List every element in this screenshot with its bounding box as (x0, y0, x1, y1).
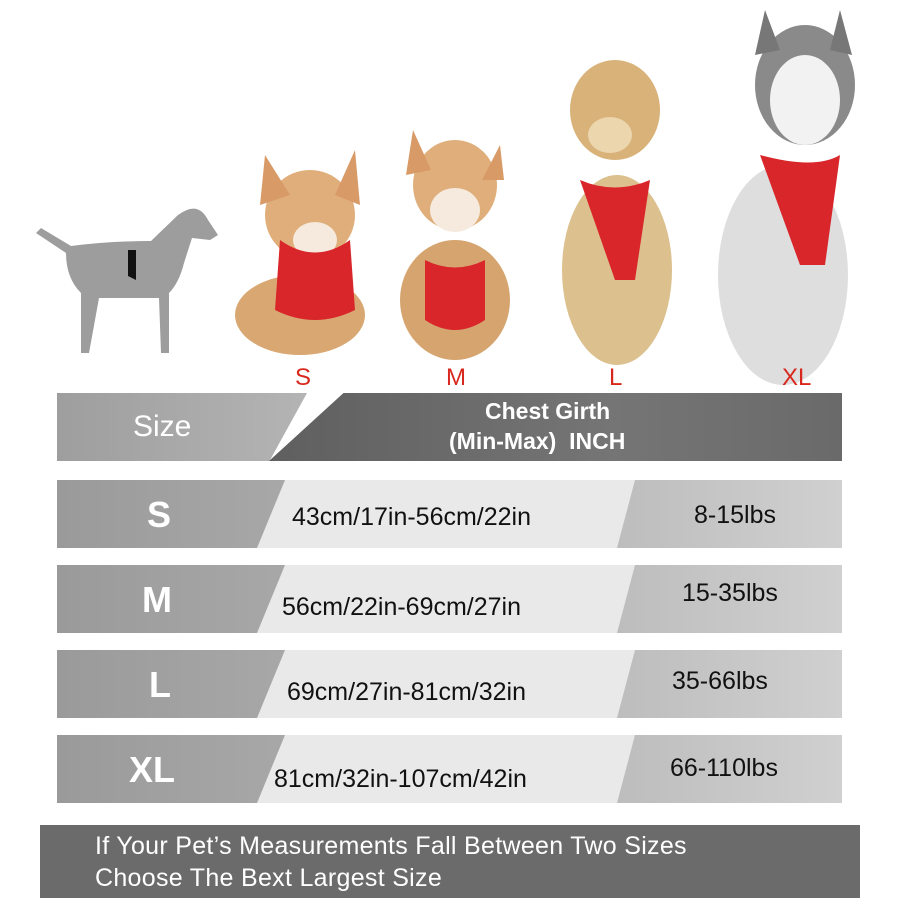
dog-size-label-xl: XL (782, 364, 812, 391)
sizing-note: If Your Pet’s Measurements Fall Between … (40, 825, 860, 898)
table-row: XL 81cm/32in-107cm/42in 66-110lbs (57, 735, 842, 803)
header-size: Size (133, 410, 192, 443)
table-row: L 69cm/27in-81cm/32in 35-66lbs (57, 650, 842, 718)
row-weight: 8-15lbs (694, 501, 776, 529)
table-row: S 43cm/17in-56cm/22in 8-15lbs (57, 480, 842, 548)
dog-xl-photo (718, 10, 855, 385)
dog-size-label-l: L (609, 364, 623, 391)
row-size: L (149, 664, 171, 705)
dog-size-label-s: S (295, 364, 312, 391)
dog-s-photo (235, 150, 365, 355)
sizing-note-line2: Choose The Bext Largest Size (95, 864, 443, 892)
table-header: Size Chest Girth (Min-Max) INCH (57, 393, 842, 461)
sizing-note-line1: If Your Pet’s Measurements Fall Between … (95, 832, 687, 860)
row-size: M (142, 579, 172, 620)
table-row: M 56cm/22in-69cm/27in 15-35lbs (57, 565, 842, 633)
row-weight: 15-35lbs (682, 579, 778, 607)
dog-silhouette-measure-icon (36, 208, 218, 353)
row-size: XL (129, 749, 176, 790)
row-weight: 66-110lbs (670, 754, 778, 782)
dog-size-label-m: M (446, 364, 466, 391)
row-chest: 81cm/32in-107cm/42in (274, 765, 527, 793)
row-chest: 56cm/22in-69cm/27in (282, 593, 522, 621)
row-size: S (147, 494, 172, 535)
row-weight: 35-66lbs (672, 667, 768, 695)
dog-m-photo (400, 130, 510, 360)
header-chest-unit: (Min-Max) INCH (449, 428, 626, 454)
row-chest: 69cm/27in-81cm/32in (287, 678, 527, 706)
row-chest: 43cm/17in-56cm/22in (292, 503, 532, 531)
dog-l-photo (562, 60, 672, 365)
header-chest-girth: Chest Girth (485, 398, 611, 424)
